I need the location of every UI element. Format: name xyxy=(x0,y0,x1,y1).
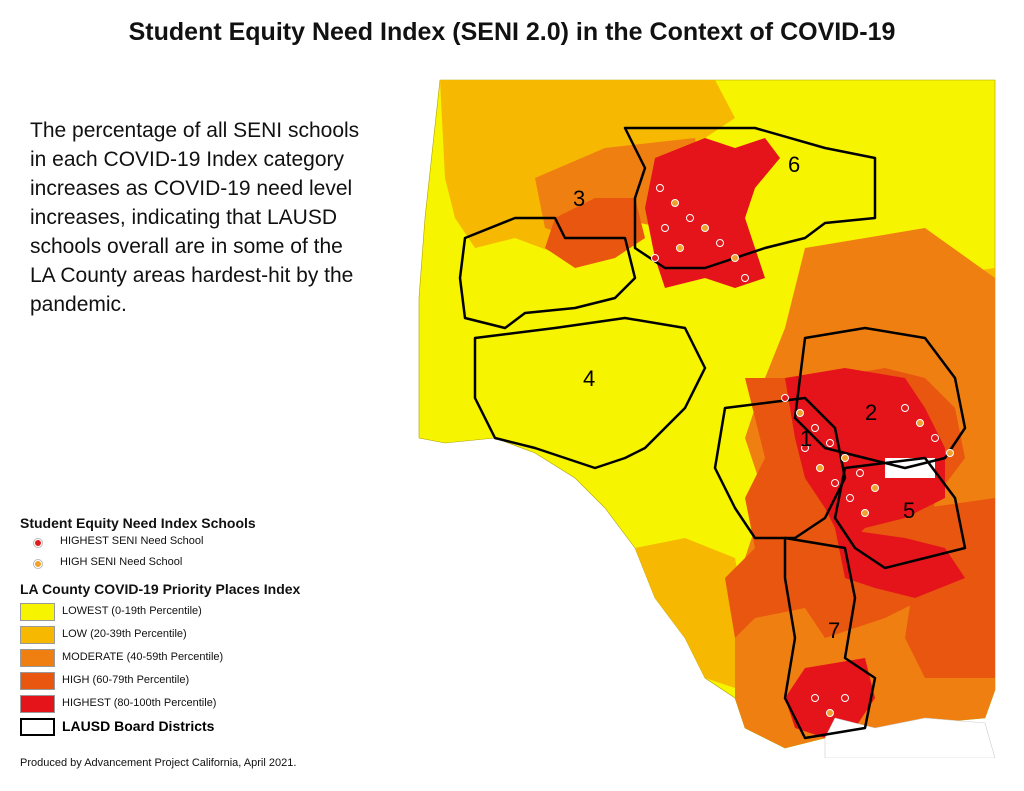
legend-school-highest: HIGHEST SENI Need School xyxy=(20,535,380,556)
highest-need-dot-icon xyxy=(34,539,42,547)
board-district-boundaries xyxy=(458,126,967,740)
legend-label: HIGH (60-79th Percentile) xyxy=(62,674,190,686)
school-dot xyxy=(841,454,849,462)
district-label: 5 xyxy=(903,498,915,523)
high-need-dot-icon xyxy=(34,560,42,568)
school-dot xyxy=(861,509,869,517)
low-swatch xyxy=(20,626,55,644)
zone-highest-south xyxy=(785,658,875,738)
school-dot xyxy=(676,244,684,252)
school-dot xyxy=(811,694,819,702)
school-dot xyxy=(871,484,879,492)
legend-category-low: LOW (20-39th Percentile) xyxy=(20,624,380,647)
district-2-boundary xyxy=(793,326,967,470)
school-dot xyxy=(801,444,809,452)
district-6-boundary xyxy=(623,126,877,270)
zone-high-southeast xyxy=(905,498,995,678)
legend-label: HIGH SENI Need School xyxy=(60,556,183,568)
school-dots xyxy=(651,184,954,717)
lowest-swatch xyxy=(20,603,55,621)
district-label: 3 xyxy=(573,186,585,211)
legend-label: MODERATE (40-59th Percentile) xyxy=(62,651,224,663)
school-dot xyxy=(916,419,924,427)
district-1-boundary xyxy=(713,396,847,540)
school-dot xyxy=(931,434,939,442)
harbor-water xyxy=(824,717,996,758)
district-label: 4 xyxy=(583,366,595,391)
county-map: 1 2 3 4 5 6 7 xyxy=(418,79,996,758)
legend-label: HIGHEST (80-100th Percentile) xyxy=(62,697,217,709)
school-dot xyxy=(671,199,679,207)
zone-low-south xyxy=(635,538,745,688)
high-swatch xyxy=(20,672,55,690)
legend-category-high: HIGH (60-79th Percentile) xyxy=(20,670,380,693)
school-dot xyxy=(731,254,739,262)
index-legend-title: LA County COVID-19 Priority Places Index xyxy=(20,581,301,597)
boundary-swatch xyxy=(20,718,55,736)
legend-category-moderate: MODERATE (40-59th Percentile) xyxy=(20,647,380,670)
moderate-swatch xyxy=(20,649,55,667)
school-dot xyxy=(826,709,834,717)
district-5-boundary xyxy=(833,456,967,570)
legend-category-highest: HIGHEST (80-100th Percentile) xyxy=(20,693,380,716)
boundary-label: LAUSD Board Districts xyxy=(62,718,215,734)
map-title: Student Equity Need Index (SENI 2.0) in … xyxy=(128,18,896,46)
legend: Student Equity Need Index Schools HIGHES… xyxy=(20,515,380,740)
school-dot xyxy=(741,274,749,282)
legend-school-high: HIGH SENI Need School xyxy=(20,556,380,577)
schools-legend-title: Student Equity Need Index Schools xyxy=(20,515,256,531)
school-dot xyxy=(826,439,834,447)
school-dot xyxy=(901,404,909,412)
school-dot xyxy=(716,239,724,247)
legend-label: LOWEST (0-19th Percentile) xyxy=(62,605,202,617)
legend-label: LOW (20-39th Percentile) xyxy=(62,628,187,640)
school-dot xyxy=(701,224,709,232)
legend-label: HIGHEST SENI Need School xyxy=(60,535,204,547)
district-label: 7 xyxy=(828,618,840,643)
district-3-boundary xyxy=(458,216,637,330)
school-dot xyxy=(781,394,789,402)
school-dot xyxy=(661,224,669,232)
school-dot xyxy=(816,464,824,472)
school-dot xyxy=(656,184,664,192)
district-7-boundary xyxy=(783,536,877,740)
credit-line: Produced by Advancement Project Californ… xyxy=(20,757,297,769)
school-dot xyxy=(846,494,854,502)
highest-swatch xyxy=(20,695,55,713)
legend-category-lowest: LOWEST (0-19th Percentile) xyxy=(20,601,380,624)
school-dot xyxy=(841,694,849,702)
map-description: The percentage of all SENI schools in ea… xyxy=(30,119,360,316)
legend-boundary: LAUSD Board Districts xyxy=(20,716,380,740)
school-dot xyxy=(686,214,694,222)
district-4-boundary xyxy=(473,316,707,470)
zone-high-north xyxy=(545,198,645,268)
school-dot xyxy=(651,254,659,262)
school-dot xyxy=(856,469,864,477)
school-dot xyxy=(811,424,819,432)
district-label: 1 xyxy=(800,426,812,451)
school-dot xyxy=(946,449,954,457)
district-label: 2 xyxy=(865,400,877,425)
school-dot xyxy=(796,409,804,417)
school-dot xyxy=(831,479,839,487)
district-label: 6 xyxy=(788,152,800,177)
